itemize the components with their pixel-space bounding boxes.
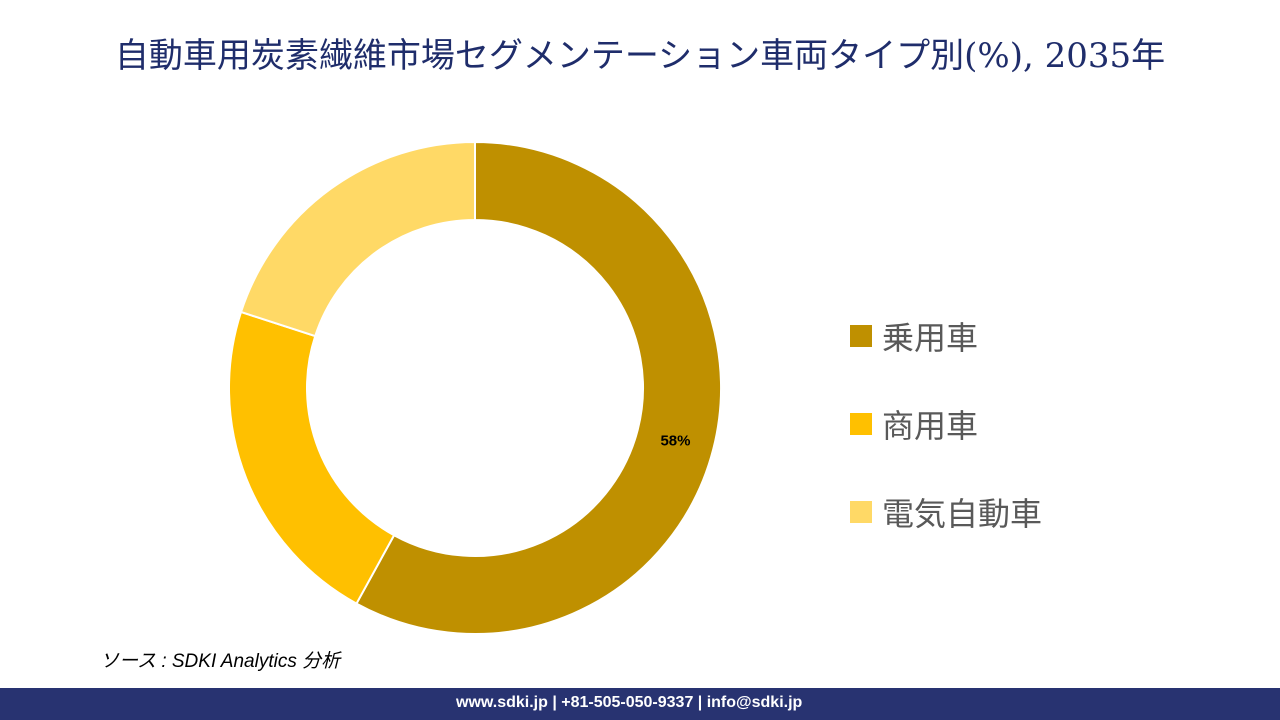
slice-乗用車: [355, 140, 722, 635]
legend-label: 電気自動車: [882, 495, 1043, 533]
legend-swatch: [850, 501, 872, 523]
legend-swatch: [850, 413, 872, 435]
data-label: 58%: [660, 432, 690, 449]
legend: 乗用車 商用車 電気自動車: [850, 270, 1042, 578]
legend-item: 商用車: [850, 358, 1042, 490]
slice-電気自動車: [239, 140, 476, 338]
legend-item: 電気自動車: [850, 446, 1042, 578]
legend-swatch: [850, 325, 872, 347]
footer-bar: www.sdki.jp | +81-505-050-9337 | info@sd…: [0, 688, 1280, 720]
legend-label: 乗用車: [882, 319, 979, 357]
chart-title: 自動車用炭素繊維市場セグメンテーション車両タイプ別(%), 2035年: [114, 36, 1166, 76]
footer-contact: www.sdki.jp | +81-505-050-9337 | info@sd…: [456, 694, 803, 711]
legend-label: 商用車: [882, 407, 979, 445]
legend-item: 乗用車: [850, 270, 1042, 402]
source-note: ソース : SDKI Analytics 分析: [100, 651, 341, 672]
slice-商用車: [228, 310, 396, 605]
